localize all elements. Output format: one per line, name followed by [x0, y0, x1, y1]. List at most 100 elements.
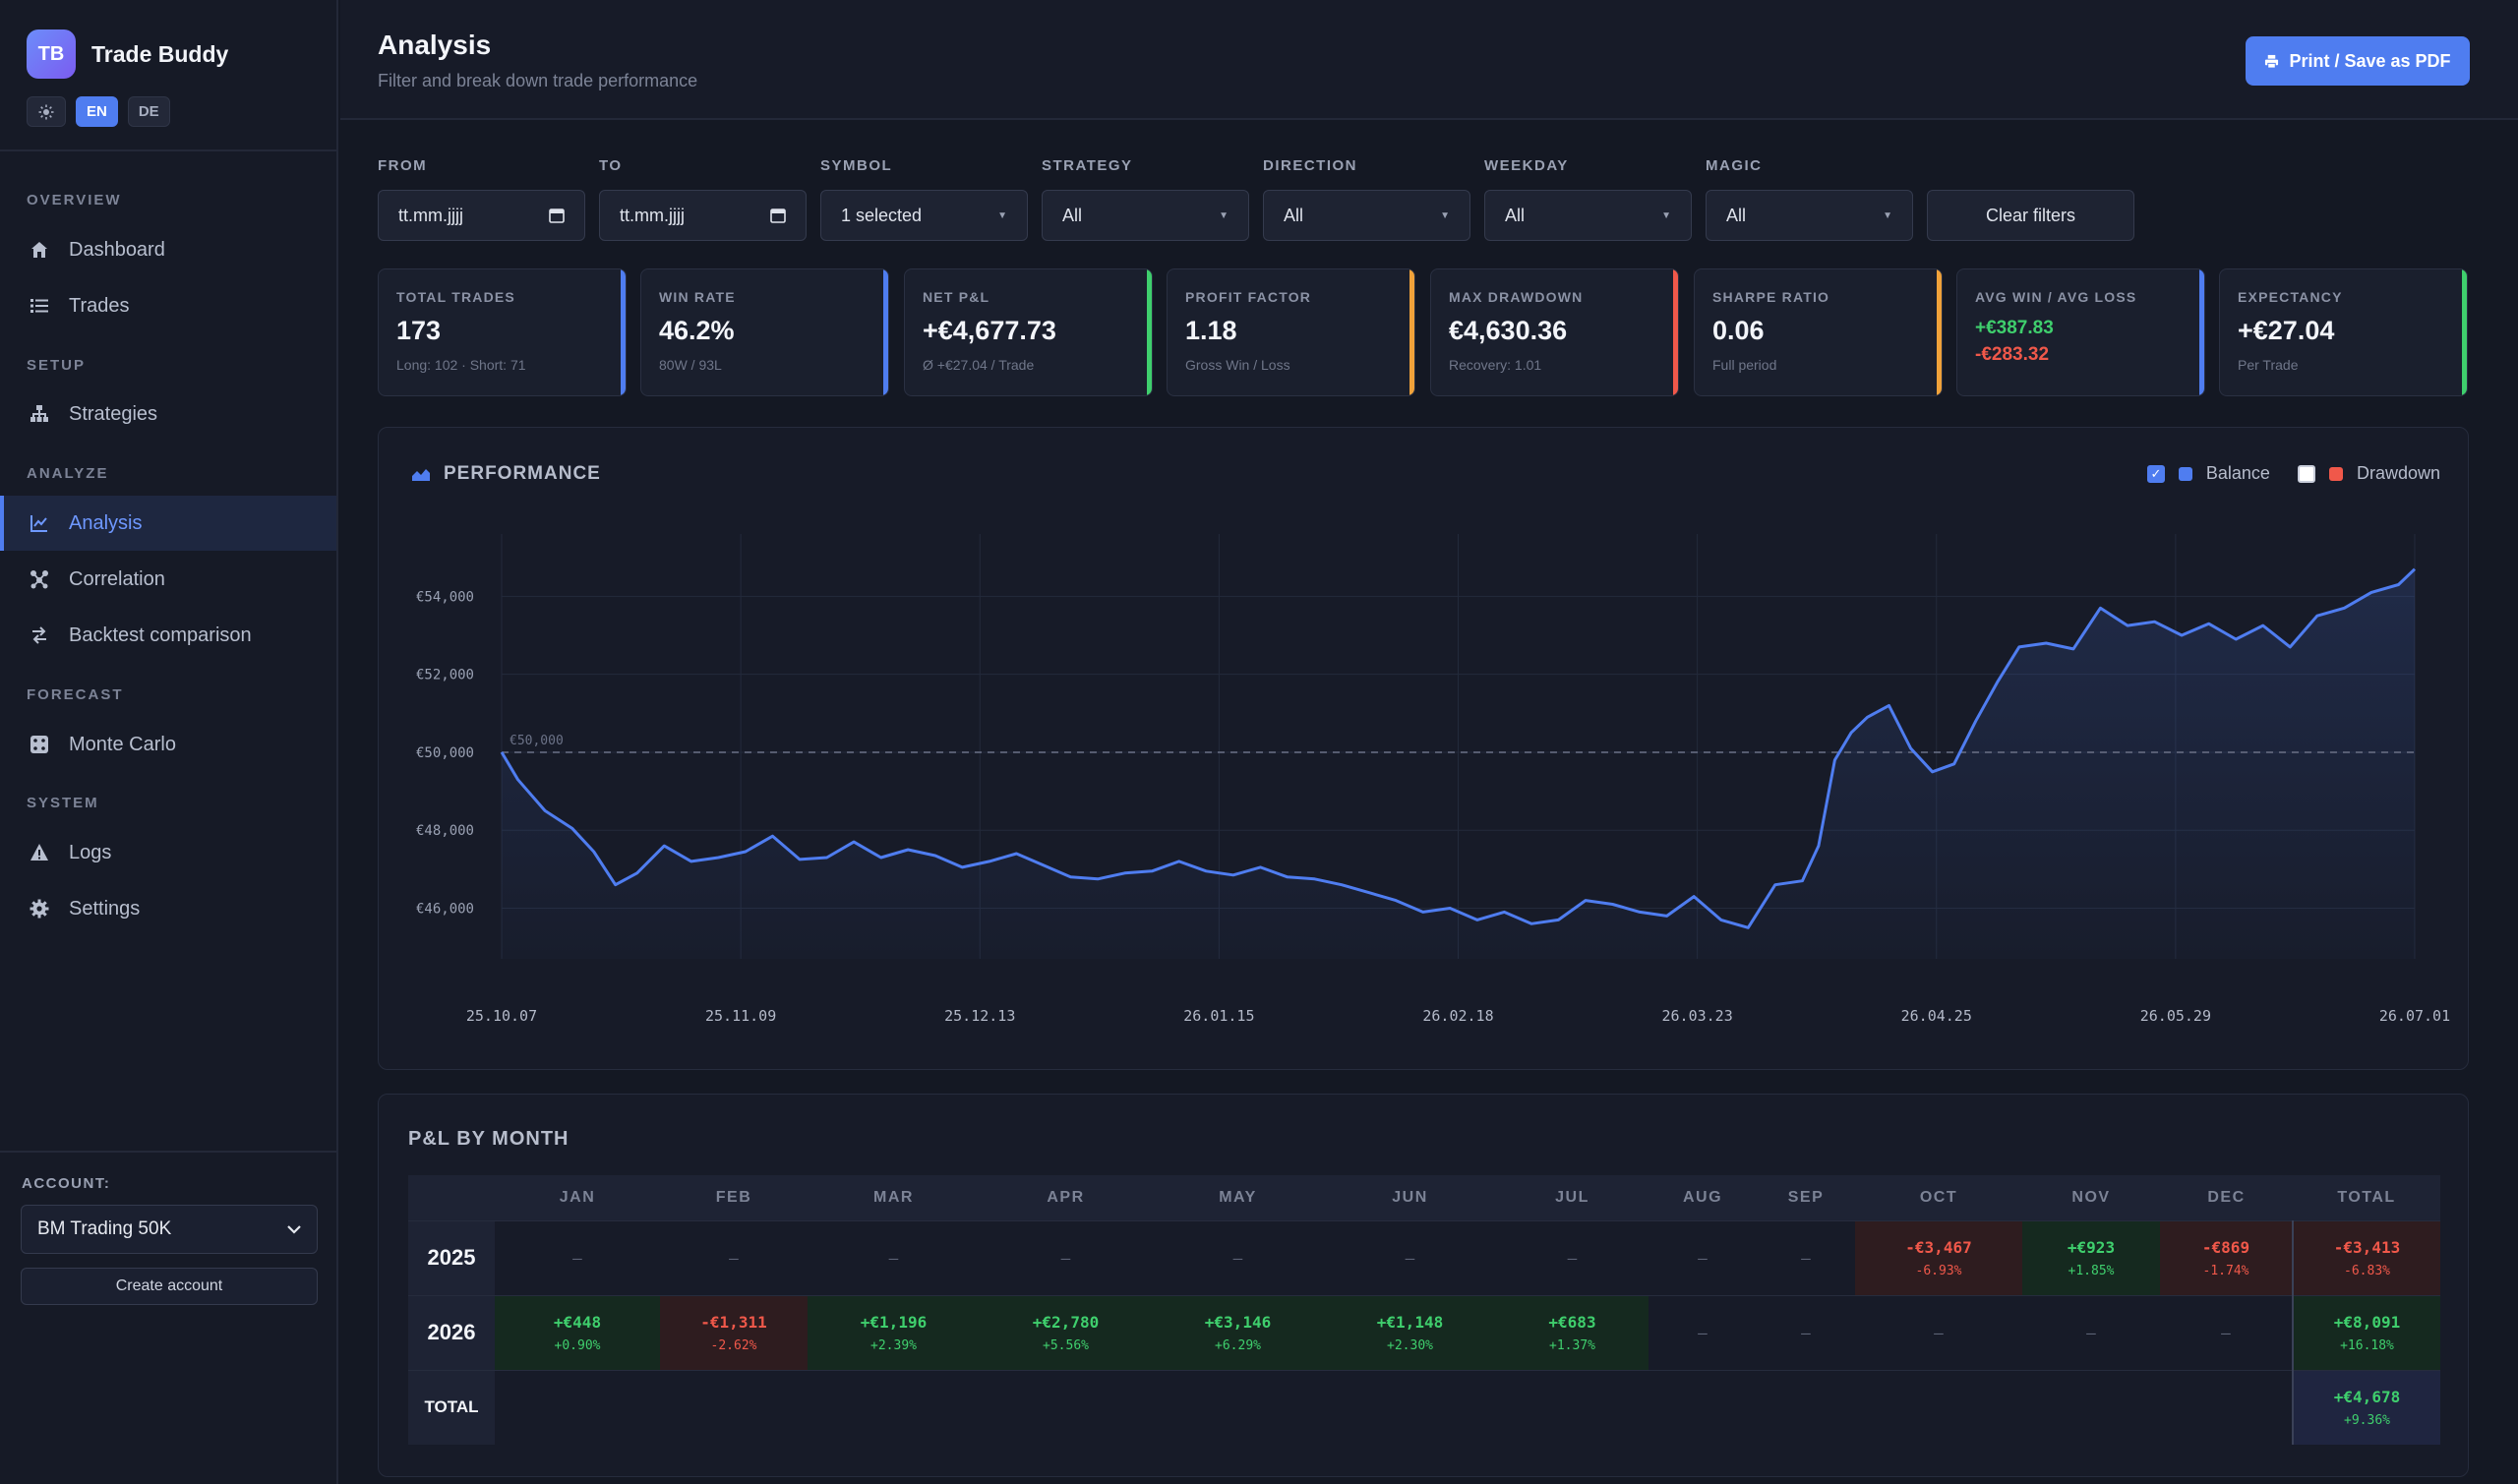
x-tick-label: 26.04.25 [1901, 1007, 1972, 1025]
month-pnl-percent: -2.62% [710, 1337, 757, 1353]
kpi-subtext: Gross Win / Loss [1185, 357, 1290, 373]
kpi-avg-loss-value: -€283.32 [1975, 344, 2050, 365]
table-header-jul: JUL [1496, 1175, 1649, 1220]
theme-toggle-button[interactable] [27, 96, 66, 127]
kpi-accent-bar [1673, 269, 1678, 395]
sidebar-item-trades[interactable]: Trades [0, 278, 336, 333]
list-icon [28, 294, 51, 318]
magic-select[interactable]: All ▼ [1706, 190, 1913, 241]
clear-filters-button[interactable]: Clear filters [1927, 190, 2134, 241]
filter-label-strategy: STRATEGY [1042, 157, 1133, 174]
drawdown-legend-label: Drawdown [2356, 463, 2440, 483]
drawdown-swatch [2328, 466, 2343, 481]
sidebar-item-dashboard[interactable]: Dashboard [0, 222, 336, 277]
from-date-value: tt.mm.jjjj [398, 205, 463, 225]
weekday-select[interactable]: All ▼ [1484, 190, 1692, 241]
filter-label-to: TO [599, 157, 623, 174]
lang-en-button[interactable]: EN [76, 96, 118, 127]
to-date-input[interactable]: tt.mm.jjjj [599, 190, 807, 241]
kpi-subtext: Recovery: 1.01 [1449, 357, 1542, 373]
sidebar-item-settings[interactable]: Settings [0, 881, 336, 936]
calendar-icon[interactable] [549, 208, 565, 223]
month-pnl-percent: -6.83% [2344, 1263, 2390, 1278]
sidebar-item-label: Strategies [69, 402, 158, 425]
kpi-accent-bar [621, 269, 626, 395]
table-header-sep: SEP [1757, 1175, 1855, 1220]
brand[interactable]: TB Trade Buddy [27, 30, 228, 79]
from-date-input[interactable]: tt.mm.jjjj [378, 190, 585, 241]
calendar-icon[interactable] [770, 208, 786, 223]
caret-down-icon: ▼ [1440, 209, 1450, 221]
table-header-year [408, 1175, 495, 1220]
filter-label-symbol: SYMBOL [820, 157, 893, 174]
caret-down-icon: ▼ [997, 209, 1007, 221]
month-cell: +€448 +0.90% [495, 1294, 660, 1370]
month-cell: – [1649, 1294, 1757, 1370]
create-account-button[interactable]: Create account [21, 1268, 318, 1305]
nav-section-overview: OVERVIEW [27, 192, 122, 208]
month-cell: – [980, 1219, 1152, 1295]
network-icon [28, 567, 51, 591]
y-tick-label: €54,000 [416, 589, 474, 605]
sidebar-item-strategies[interactable]: Strategies [0, 386, 336, 442]
kpi-win-rate: WIN RATE 46.2% 80W / 93L [640, 268, 889, 396]
month-pnl-value: -€869 [2201, 1237, 2250, 1257]
year-cell: 2026 [408, 1294, 495, 1370]
balance-checkbox[interactable]: ✓ [2146, 464, 2165, 483]
sidebar: TB Trade Buddy EN DE OVERVIEW Dashboard … [0, 0, 338, 1484]
kpi-value: +€4,677.73 [923, 316, 1056, 345]
x-tick-label: 26.02.18 [1422, 1007, 1493, 1025]
month-pnl-percent: -6.93% [1915, 1263, 1962, 1278]
magic-select-value: All [1726, 205, 1747, 225]
month-cell: +€923 +1.85% [2022, 1219, 2160, 1295]
kpi-max-drawdown: MAX DRAWDOWN €4,630.36 Recovery: 1.01 [1430, 268, 1679, 396]
print-button[interactable]: Print / Save as PDF [2246, 36, 2470, 86]
page-title: Analysis [378, 30, 492, 60]
month-cell: – [2022, 1294, 2160, 1370]
month-pnl-value: -€3,467 [1905, 1237, 1972, 1257]
month-pnl-value: -€1,311 [700, 1312, 767, 1332]
x-tick-label: 25.12.13 [944, 1007, 1015, 1025]
account-divider [0, 1151, 338, 1153]
sidebar-item-analysis[interactable]: Analysis [0, 496, 336, 551]
month-cell: – [1757, 1294, 1855, 1370]
drawdown-checkbox[interactable] [2297, 464, 2315, 483]
sidebar-item-label: Correlation [69, 567, 165, 590]
strategy-select[interactable]: All ▼ [1042, 190, 1249, 241]
table-header-may: MAY [1152, 1175, 1324, 1220]
filter-label-direction: DIRECTION [1263, 157, 1357, 174]
x-tick-label: 26.07.01 [2379, 1007, 2450, 1025]
kpi-value: €4,630.36 [1449, 316, 1568, 345]
symbol-select[interactable]: 1 selected ▼ [820, 190, 1028, 241]
month-pnl-percent: +16.18% [2340, 1337, 2394, 1353]
account-select[interactable]: BM Trading 50K [21, 1205, 318, 1254]
strategy-select-value: All [1062, 205, 1083, 225]
sidebar-item-monte-carlo[interactable]: Monte Carlo [0, 717, 336, 772]
direction-select[interactable]: All ▼ [1263, 190, 1470, 241]
x-tick-label: 26.05.29 [2140, 1007, 2211, 1025]
sidebar-item-correlation[interactable]: Correlation [0, 552, 336, 607]
kpi-profit-factor: PROFIT FACTOR 1.18 Gross Win / Loss [1167, 268, 1415, 396]
sidebar-item-logs[interactable]: Logs [0, 825, 336, 880]
account-label: ACCOUNT: [22, 1175, 111, 1192]
grand-total-cell: +€4,678 +9.36% [2292, 1369, 2440, 1445]
table-header-nov: NOV [2022, 1175, 2160, 1220]
month-pnl-value: +€683 [1548, 1312, 1596, 1332]
month-cell: – [2160, 1294, 2293, 1370]
kpi-value: 173 [396, 316, 442, 345]
x-tick-label: 25.11.09 [705, 1007, 776, 1025]
account-selected-value: BM Trading 50K [37, 1218, 172, 1239]
filter-label-weekday: WEEKDAY [1484, 157, 1569, 174]
lang-de-button[interactable]: DE [127, 96, 170, 127]
month-pnl-value: +€2,780 [1032, 1312, 1100, 1332]
app-logo: TB [27, 30, 76, 79]
sidebar-item-backtest-comparison[interactable]: Backtest comparison [0, 608, 336, 663]
kpi-values: +€387.83 -€283.32 [1975, 315, 2187, 368]
total-row-spacer [495, 1369, 2293, 1445]
kpi-label: MAX DRAWDOWN [1449, 289, 1584, 305]
kpi-avg-win-loss: AVG WIN / AVG LOSS +€387.83 -€283.32 [1956, 268, 2205, 396]
year-total-cell: -€3,413 -6.83% [2292, 1219, 2440, 1295]
month-cell: – [808, 1219, 980, 1295]
balance-line [500, 567, 2417, 929]
filter-label-from: FROM [378, 157, 428, 174]
